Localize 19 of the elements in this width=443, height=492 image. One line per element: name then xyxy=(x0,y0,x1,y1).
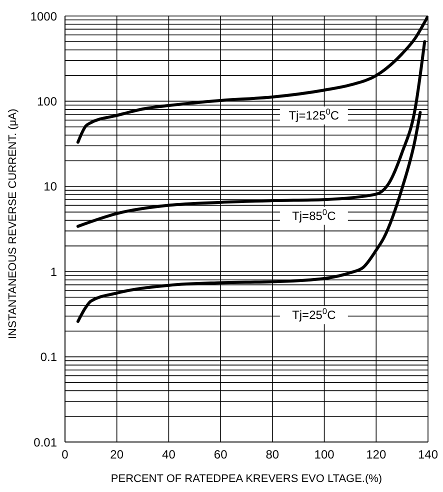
y-tick-label: 0.1 xyxy=(40,350,58,364)
x-tick-label: 0 xyxy=(62,448,69,462)
x-tick-label: 40 xyxy=(162,448,176,462)
y-tick-label: 1000 xyxy=(30,9,58,24)
series-label: Tj=85$^{0}$C xyxy=(292,206,336,223)
y-tick-label: 1 xyxy=(50,264,58,279)
x-tick-label: 140 xyxy=(418,448,438,462)
y-tick-label: 100 xyxy=(36,94,58,108)
x-tick-label: 60 xyxy=(214,448,228,462)
x-tick-label: 100 xyxy=(314,448,335,462)
y-axis-title: INSTANTANEOUS REVERSE CURRENT. (μA) xyxy=(6,108,19,339)
y-tick-label: 10 xyxy=(44,180,58,194)
x-tick-label: 80 xyxy=(266,448,280,462)
text: Tj=25$^{0}$C xyxy=(292,306,336,322)
y-tick-label: 0.01 xyxy=(34,435,58,450)
x-tick-label: 120 xyxy=(366,448,386,462)
x-axis-title: PERCENT OF RATEDPEA KREVERS EVO LTAGE.(%) xyxy=(110,473,382,485)
x-tick-label: 20 xyxy=(110,448,124,462)
series-label: Tj=125$^{0}$C xyxy=(288,106,340,122)
